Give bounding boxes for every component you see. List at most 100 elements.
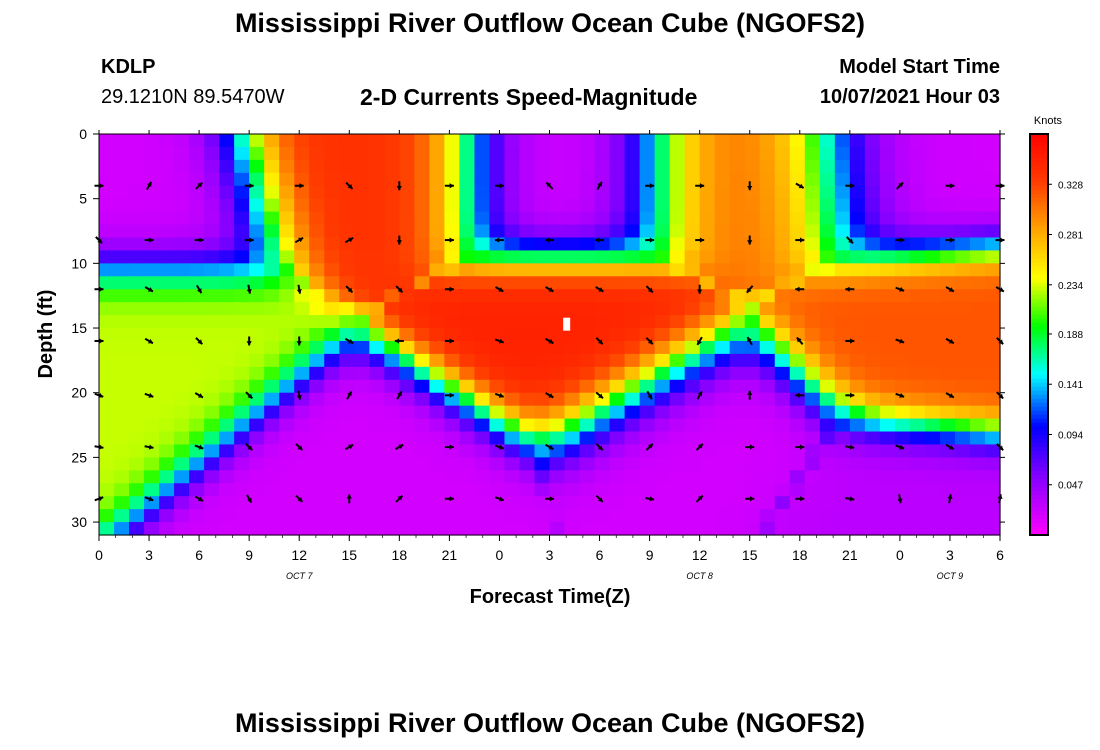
heatmap-cell bbox=[624, 159, 641, 174]
heatmap-cell bbox=[204, 522, 220, 536]
current-vector bbox=[494, 444, 505, 450]
heatmap-cell bbox=[639, 418, 656, 433]
heatmap-cell bbox=[549, 172, 566, 187]
heatmap-cell bbox=[939, 185, 956, 200]
heatmap-cell bbox=[129, 328, 145, 342]
heatmap-cell bbox=[729, 146, 746, 161]
heatmap-cell bbox=[189, 198, 205, 213]
heatmap-cell bbox=[504, 483, 521, 497]
heatmap-cell bbox=[279, 405, 295, 420]
heatmap-cell bbox=[984, 134, 1001, 148]
heatmap-cell bbox=[189, 418, 205, 433]
heatmap-cell bbox=[864, 134, 881, 148]
heatmap-cell bbox=[624, 457, 641, 471]
heatmap-cell bbox=[294, 134, 310, 148]
heatmap-cell bbox=[894, 224, 911, 239]
vector-head bbox=[699, 237, 705, 243]
heatmap-cell bbox=[384, 211, 400, 226]
heatmap-cell bbox=[504, 250, 521, 264]
heatmap-cell bbox=[369, 224, 385, 239]
heatmap-cell bbox=[369, 134, 385, 148]
heatmap-cell bbox=[639, 289, 656, 303]
heatmap-cell bbox=[774, 146, 791, 161]
heatmap-cell bbox=[729, 302, 746, 316]
heatmap-cell bbox=[159, 470, 175, 484]
heatmap-cell bbox=[834, 159, 851, 174]
heatmap-cell bbox=[864, 444, 881, 458]
heatmap-cell bbox=[519, 405, 536, 420]
vector-head bbox=[297, 445, 303, 451]
heatmap-cell bbox=[819, 159, 836, 174]
heatmap-cell bbox=[654, 405, 671, 420]
x-tick-label: 3 bbox=[145, 547, 153, 563]
heatmap-cell bbox=[729, 470, 746, 484]
vector-head bbox=[899, 338, 905, 344]
vector-head bbox=[597, 339, 603, 345]
heatmap-cell bbox=[174, 146, 190, 161]
current-vector bbox=[695, 183, 705, 189]
heatmap-cell bbox=[639, 405, 656, 420]
heatmap-cell bbox=[429, 224, 445, 239]
heatmap-cell bbox=[864, 379, 881, 394]
heatmap-cell bbox=[279, 185, 295, 200]
heatmap-cell bbox=[159, 198, 175, 213]
heatmap-cell bbox=[699, 405, 716, 420]
heatmap-cell bbox=[654, 172, 671, 187]
heatmap-cell bbox=[759, 457, 776, 471]
current-vector bbox=[345, 181, 354, 190]
heatmap-cell bbox=[204, 496, 220, 510]
heatmap-cell bbox=[924, 276, 941, 290]
heatmap-cell bbox=[339, 379, 355, 394]
heatmap-cell bbox=[459, 198, 476, 213]
heatmap-cell bbox=[369, 444, 385, 458]
heatmap-cell bbox=[684, 146, 701, 161]
heatmap-cell bbox=[579, 224, 596, 239]
heatmap-cell bbox=[594, 224, 611, 239]
heatmap-cell bbox=[984, 185, 1001, 200]
heatmap-cell bbox=[609, 134, 626, 148]
heatmap-cell bbox=[834, 522, 851, 536]
heatmap-cell bbox=[429, 496, 445, 510]
heatmap-cell bbox=[849, 470, 866, 484]
heatmap-cell bbox=[849, 328, 866, 342]
current-vector bbox=[144, 496, 154, 502]
heatmap-cell bbox=[534, 159, 551, 174]
heatmap-cell bbox=[564, 263, 581, 277]
heatmap-cell bbox=[219, 250, 235, 264]
heatmap-cell bbox=[879, 353, 896, 368]
heatmap-cell bbox=[549, 185, 566, 200]
heatmap-cell bbox=[159, 392, 175, 407]
heatmap-cell bbox=[954, 224, 971, 239]
heatmap-cell bbox=[759, 328, 776, 342]
heatmap-cell bbox=[384, 483, 400, 497]
vector-head bbox=[699, 183, 705, 189]
heatmap-cell bbox=[204, 263, 220, 277]
heatmap-cell bbox=[99, 496, 115, 510]
heatmap-cell bbox=[609, 379, 626, 394]
heatmap-cell bbox=[279, 483, 295, 497]
heatmap-cell bbox=[264, 211, 280, 226]
heatmap-cell bbox=[744, 457, 761, 471]
heatmap-cell bbox=[219, 237, 235, 252]
heatmap-cell bbox=[819, 353, 836, 368]
heatmap-cell bbox=[234, 496, 250, 510]
heatmap-cell bbox=[744, 483, 761, 497]
heatmap-cell bbox=[639, 146, 656, 161]
footer-title: Mississippi River Outflow Ocean Cube (NG… bbox=[234, 708, 866, 738]
heatmap-cell bbox=[309, 509, 325, 523]
heatmap-cell bbox=[534, 198, 551, 213]
heatmap-cell bbox=[474, 418, 491, 433]
heatmap-cell bbox=[444, 211, 460, 226]
heatmap-cell bbox=[789, 418, 806, 433]
heatmap-cell bbox=[774, 211, 791, 226]
heatmap-cell bbox=[669, 146, 686, 161]
heatmap-cell bbox=[984, 289, 1001, 303]
heatmap-cell bbox=[264, 315, 280, 329]
heatmap-cell bbox=[714, 366, 731, 381]
colorbar-segment bbox=[1030, 286, 1048, 291]
heatmap-cell bbox=[489, 418, 506, 433]
heatmap-cell bbox=[204, 444, 220, 458]
heatmap-cell bbox=[294, 185, 310, 200]
heatmap-cell bbox=[249, 392, 265, 407]
heatmap-cell bbox=[624, 146, 641, 161]
